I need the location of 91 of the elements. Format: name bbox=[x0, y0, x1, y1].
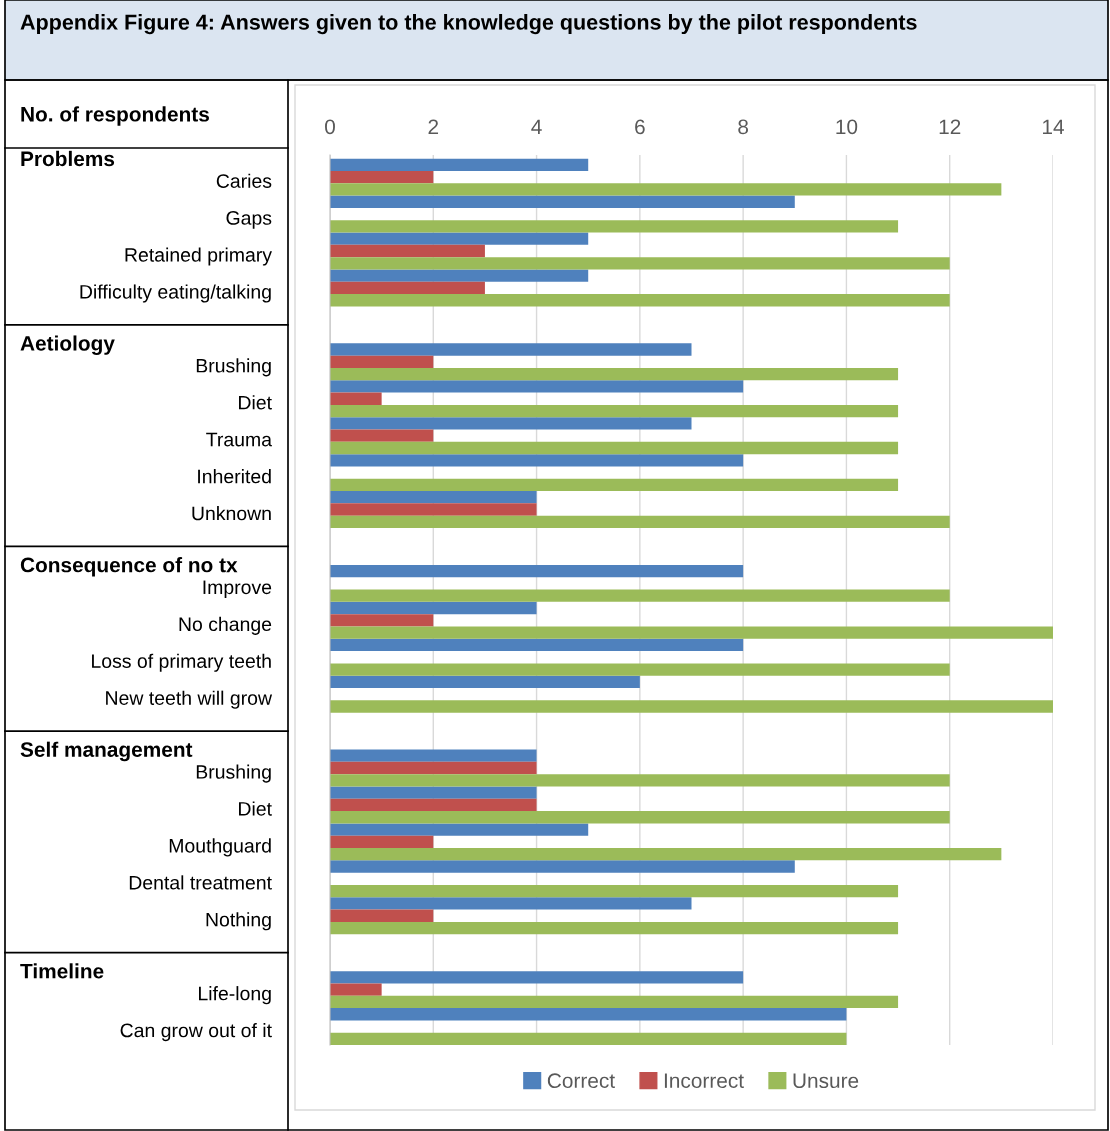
bar bbox=[330, 909, 434, 922]
bar bbox=[330, 244, 485, 258]
bar bbox=[330, 232, 589, 245]
bar bbox=[330, 183, 1002, 196]
text: Problems bbox=[21, 150, 115, 167]
y-tick-label: Dental treatment bbox=[129, 875, 272, 890]
bar bbox=[330, 884, 899, 898]
bar bbox=[330, 798, 537, 812]
chart-title: Appendix Figure 4: Answers given to the knowledge questions by the pilot respondents bbox=[20, 14, 917, 35]
y-tick-label: No change bbox=[179, 616, 272, 635]
bar bbox=[330, 811, 950, 824]
y-tick-label: Brushing bbox=[196, 358, 271, 377]
bar bbox=[330, 392, 382, 405]
bar bbox=[330, 367, 899, 381]
bar bbox=[330, 995, 899, 1009]
x-tick-label: 12 bbox=[939, 119, 961, 135]
bar bbox=[330, 429, 434, 442]
text: Aetiology bbox=[20, 335, 115, 355]
bar bbox=[330, 380, 744, 393]
y-tick-label: New teeth will grow bbox=[106, 690, 273, 709]
bar bbox=[330, 404, 899, 418]
bar bbox=[330, 220, 899, 233]
bar bbox=[330, 1008, 847, 1021]
bar bbox=[330, 786, 537, 799]
bar bbox=[330, 454, 744, 467]
bar bbox=[330, 478, 899, 492]
bar bbox=[330, 860, 795, 873]
bar bbox=[330, 601, 537, 615]
bar bbox=[330, 823, 589, 836]
bar bbox=[330, 971, 744, 984]
legend-label: Incorrect bbox=[664, 1073, 744, 1089]
bar bbox=[330, 921, 899, 935]
x-tick-label: 2 bbox=[428, 119, 439, 135]
bar bbox=[330, 774, 950, 787]
bar bbox=[330, 1032, 847, 1045]
bar bbox=[330, 663, 950, 676]
x-tick-label: 4 bbox=[531, 119, 542, 135]
legend-label: Unsure bbox=[793, 1073, 859, 1089]
legend-label: Correct bbox=[547, 1073, 615, 1089]
bar bbox=[330, 675, 640, 689]
text: Consequence of no tx bbox=[20, 557, 238, 577]
y-tick-label: Caries bbox=[216, 173, 272, 188]
bar bbox=[330, 589, 950, 602]
bar bbox=[330, 515, 950, 528]
y-tick-label: Inherited bbox=[198, 469, 271, 484]
y-tick-label: Gaps bbox=[226, 211, 272, 229]
bar bbox=[330, 269, 589, 282]
y-tick-label: Retained primary bbox=[125, 247, 272, 266]
y-tick-label: Can grow out of it bbox=[120, 1023, 272, 1042]
bar bbox=[330, 417, 692, 430]
bar bbox=[330, 441, 899, 455]
y-tick-label: Diet bbox=[239, 801, 272, 816]
bar bbox=[330, 355, 434, 368]
bar bbox=[330, 294, 950, 307]
y-tick-label: Unknown bbox=[192, 506, 271, 521]
x-tick-label: 14 bbox=[1043, 119, 1064, 135]
bar bbox=[330, 897, 692, 910]
y-tick-label: Diet bbox=[239, 395, 272, 410]
x-tick-label: 8 bbox=[738, 119, 749, 135]
bar bbox=[330, 158, 589, 171]
x-tick-label: 0 bbox=[325, 119, 335, 135]
text: Timeline bbox=[20, 963, 104, 979]
x-axis-title: No. of respondents bbox=[21, 106, 209, 126]
bar bbox=[330, 626, 1053, 639]
bar bbox=[330, 700, 1053, 713]
x-tick-label: 6 bbox=[635, 119, 645, 135]
y-tick-label: Loss of primary teeth bbox=[92, 653, 271, 672]
bar bbox=[330, 848, 1002, 861]
bar bbox=[330, 614, 434, 627]
bar bbox=[330, 343, 692, 356]
bar bbox=[330, 171, 434, 184]
text: Self management bbox=[20, 741, 193, 762]
y-tick-label: Trauma bbox=[206, 432, 272, 447]
x-tick-label: 10 bbox=[836, 119, 858, 135]
y-tick-label: Improve bbox=[203, 580, 272, 598]
bar bbox=[330, 983, 382, 996]
bar bbox=[330, 503, 537, 516]
y-tick-label: Brushing bbox=[196, 764, 271, 783]
y-tick-label: Difficulty eating/talking bbox=[80, 284, 271, 303]
y-tick-label: Nothing bbox=[206, 912, 271, 931]
bar bbox=[330, 564, 744, 578]
bar bbox=[330, 195, 795, 208]
bar bbox=[330, 638, 744, 652]
bar bbox=[330, 257, 950, 270]
bar bbox=[330, 835, 434, 849]
bar bbox=[330, 281, 485, 295]
bar bbox=[330, 761, 537, 775]
bar bbox=[330, 491, 537, 504]
bar bbox=[330, 749, 537, 762]
y-tick-label: Mouthguard bbox=[169, 838, 271, 857]
y-tick-label: Life-long bbox=[199, 986, 271, 1005]
